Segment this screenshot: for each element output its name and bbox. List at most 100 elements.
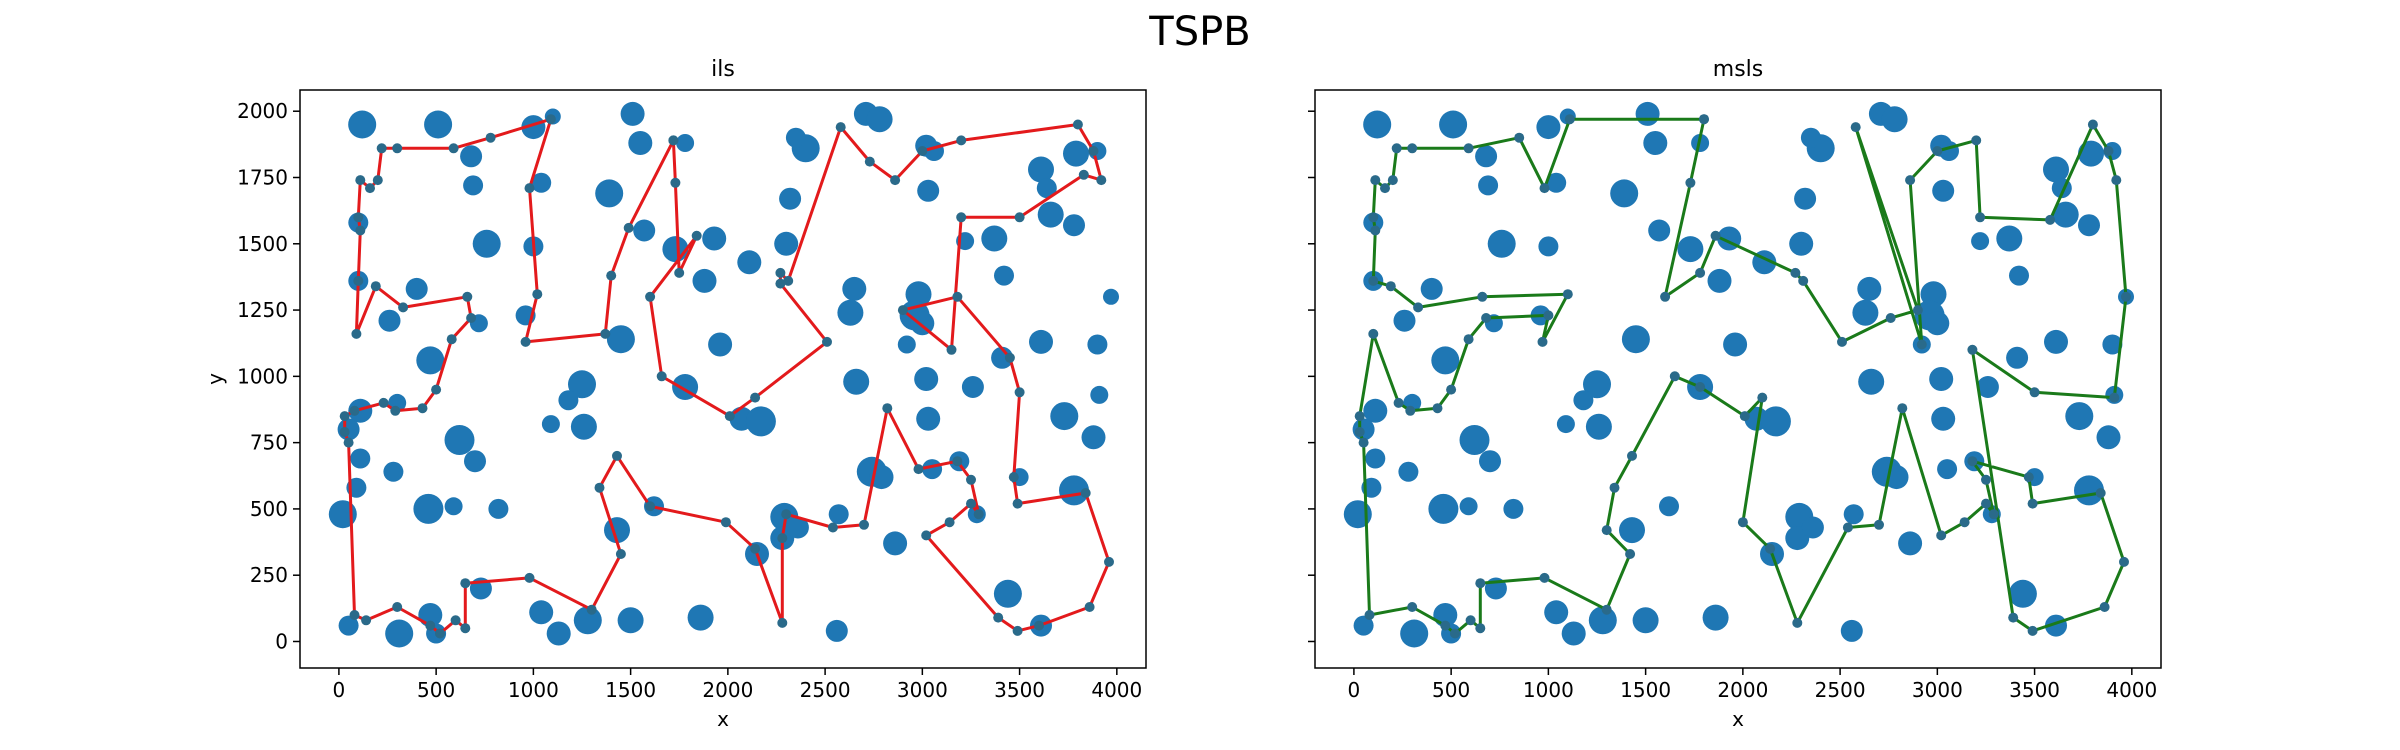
route-vertex	[956, 212, 967, 223]
node-point	[1503, 498, 1524, 519]
route-vertex	[1562, 289, 1573, 300]
node-point	[1976, 376, 1999, 398]
node-point	[1363, 398, 1388, 423]
route-vertex	[1539, 183, 1550, 194]
x-tick-label: 4000	[1091, 678, 1142, 702]
plot-frame	[299, 89, 1147, 669]
route-vertex	[1391, 143, 1402, 154]
route-vertex	[376, 143, 387, 154]
route-vertex	[1405, 405, 1416, 416]
node-point	[521, 115, 546, 140]
x-tick-label: 1500	[1620, 678, 1671, 702]
route-vertex	[1695, 267, 1706, 278]
node-point	[1971, 232, 1990, 251]
route-vertex	[993, 612, 1004, 623]
route-vertex	[890, 175, 901, 186]
node-point	[916, 406, 941, 431]
route-vertex	[1699, 114, 1709, 125]
node-point	[1801, 516, 1824, 539]
route-vertex	[670, 177, 681, 188]
node-point	[2006, 346, 2029, 369]
node-point	[961, 376, 984, 398]
node-point	[1677, 236, 1704, 263]
node-point	[825, 619, 848, 642]
route-vertex	[623, 222, 634, 233]
route-vertex	[1932, 146, 1943, 156]
route-vertex	[2099, 602, 2110, 612]
route-vertex	[1916, 339, 1927, 350]
route-vertex	[1368, 212, 1379, 223]
node-point	[338, 615, 359, 636]
route-vertex	[1432, 403, 1443, 414]
route-vertex	[355, 175, 366, 186]
route-vertex	[586, 604, 597, 615]
route-vertex	[1481, 313, 1492, 323]
route-vertex	[1407, 602, 1418, 612]
route-vertex	[1014, 387, 1025, 398]
node-point	[628, 131, 653, 155]
route-vertex	[398, 302, 409, 313]
route-vertex	[615, 549, 626, 559]
route-vertex	[781, 509, 792, 520]
node-dots-layer	[1354, 114, 2131, 639]
node-point	[1929, 367, 1954, 391]
x-axis-label: x	[1732, 707, 1744, 731]
x-ticks: 0 500 1000 1500 2000 2500 3000 3500 4000	[333, 668, 1142, 702]
node-point	[620, 101, 645, 126]
route-vertex	[545, 114, 556, 125]
node-point	[1037, 201, 1064, 228]
node-point	[1103, 288, 1119, 305]
route-vertex	[390, 405, 401, 416]
route-vertex	[674, 267, 685, 278]
route-vertex	[1440, 620, 1451, 631]
route-vertex	[859, 519, 869, 530]
node-point	[2078, 214, 2100, 237]
route-vertex	[1981, 498, 1991, 509]
route-vertex	[1465, 615, 1476, 626]
route-vertex	[1537, 336, 1548, 347]
node-point	[633, 219, 656, 242]
y-tick-label: 750	[250, 431, 288, 455]
route-vertex	[2023, 472, 2034, 483]
node-point	[1365, 448, 1386, 469]
route-vertex	[775, 278, 786, 289]
route-vertex	[349, 610, 360, 620]
route-vertex	[2029, 387, 2040, 398]
route-vertex	[1669, 371, 1680, 382]
node-point	[1544, 600, 1569, 625]
route-vertex	[1837, 336, 1847, 347]
route-vertex	[1088, 146, 1099, 156]
nodes-layer	[1343, 101, 2134, 648]
x-ticks: 0 500 1000 1500 2000 2500 3000 3500 4000	[1348, 668, 2157, 702]
route-vertex	[1084, 602, 1095, 612]
node-point	[1090, 385, 1109, 404]
route-vertex	[944, 517, 955, 528]
node-point	[416, 346, 445, 375]
route-vertex	[952, 456, 963, 467]
route-vertex	[353, 275, 364, 286]
x-tick-label: 3500	[994, 678, 1045, 702]
route-vertex	[417, 403, 428, 414]
x-tick-label: 2000	[1717, 678, 1768, 702]
node-point	[1081, 425, 1106, 450]
node-point	[1087, 334, 1108, 355]
x-tick-label: 3000	[897, 678, 948, 702]
route-vertex	[1967, 344, 1978, 355]
node-point	[1621, 325, 1650, 354]
route-vertex	[921, 530, 932, 541]
node-point	[737, 250, 762, 275]
route-vertex	[1354, 427, 1365, 437]
route-vertex	[1012, 625, 1023, 636]
route-vertex	[1370, 225, 1381, 236]
route-vertex	[777, 617, 788, 628]
route-vertex	[1737, 517, 1748, 528]
node-point	[558, 390, 579, 411]
node-point	[1925, 311, 1950, 336]
node-point	[385, 619, 414, 648]
route-vertex	[2045, 214, 2056, 225]
route-vertex	[835, 122, 846, 133]
node-point	[2043, 156, 2069, 183]
node-point	[1648, 219, 1671, 242]
node-point	[2102, 334, 2123, 355]
subplot-ils: ils 0 500 1000 1500 2000 2500 3000 3500 4000 0 25…	[203, 57, 1147, 731]
